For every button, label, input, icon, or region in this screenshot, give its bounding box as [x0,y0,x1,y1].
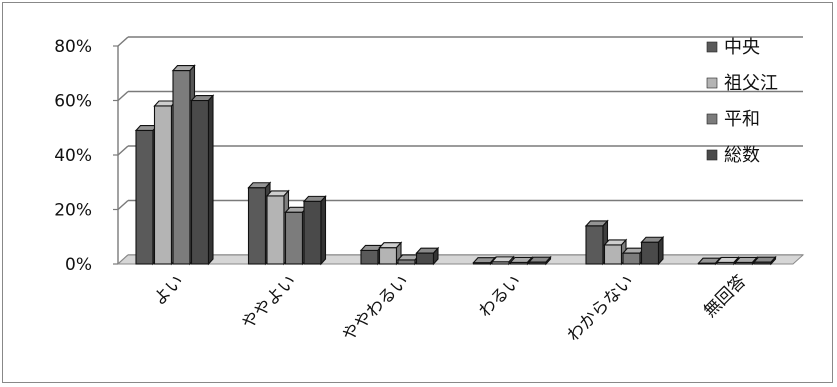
x-category-label: よい [150,271,188,309]
y-tick-label: 80% [54,37,92,57]
bar-front [284,211,304,265]
bar-side [770,255,777,266]
legend-swatch [706,41,718,53]
legend-swatch [706,77,718,89]
x-category-label: わからない [564,271,638,345]
bar-front [585,225,604,265]
bar-front [415,252,435,265]
bar [697,256,722,266]
bar-front [247,187,267,265]
x-category-label: 無回答 [700,271,750,321]
bar-side [320,194,327,266]
legend-label: 平和 [724,109,760,130]
legend-swatch [706,113,718,125]
bar-front [153,105,173,265]
gridline-side [117,90,129,102]
bar-side [207,94,214,266]
bar-front [266,195,285,265]
y-tick-label: 40% [54,146,92,166]
bar [640,235,665,266]
x-category-label: わるい [475,271,525,321]
bars [134,64,777,266]
bar [584,219,609,266]
bar-front [172,69,191,265]
y-tick-label: 0% [65,255,92,275]
bar-side [545,255,552,266]
legend-label: 総数 [724,145,760,166]
bar-front [190,99,210,265]
bar [378,241,403,266]
bar-front [135,129,154,265]
bar-side [657,235,664,266]
legend-swatch [706,149,718,161]
bar [302,194,327,266]
bar-front [640,241,660,265]
bar-front [622,252,641,265]
bar-front [603,244,623,265]
bar [415,246,440,266]
bar-front [303,200,322,265]
x-category-label: ややよい [238,271,300,333]
bar [715,255,740,266]
y-axis-ticks: 0% 20% 40% 60% 80% [54,37,118,275]
bar-front [360,249,379,265]
legend-label: 祖父江 [724,73,778,94]
legend-label: 中央 [724,37,760,58]
bar [490,255,515,266]
y-tick-label: 60% [54,92,92,112]
x-axis-categories: よい ややよい ややわるい わるい わからない 無回答 [150,271,751,345]
gridlines [117,36,803,265]
y-tick-label: 20% [54,201,92,221]
bar [752,255,777,266]
x-category-label: ややわるい [339,271,413,345]
gridline-side [117,199,129,211]
gridline-side [117,36,129,47]
bar [190,94,215,266]
bar [527,255,552,266]
bar-front [378,247,398,265]
bar-front [397,259,416,265]
bar-side [432,246,439,266]
gridline-side [117,145,129,156]
